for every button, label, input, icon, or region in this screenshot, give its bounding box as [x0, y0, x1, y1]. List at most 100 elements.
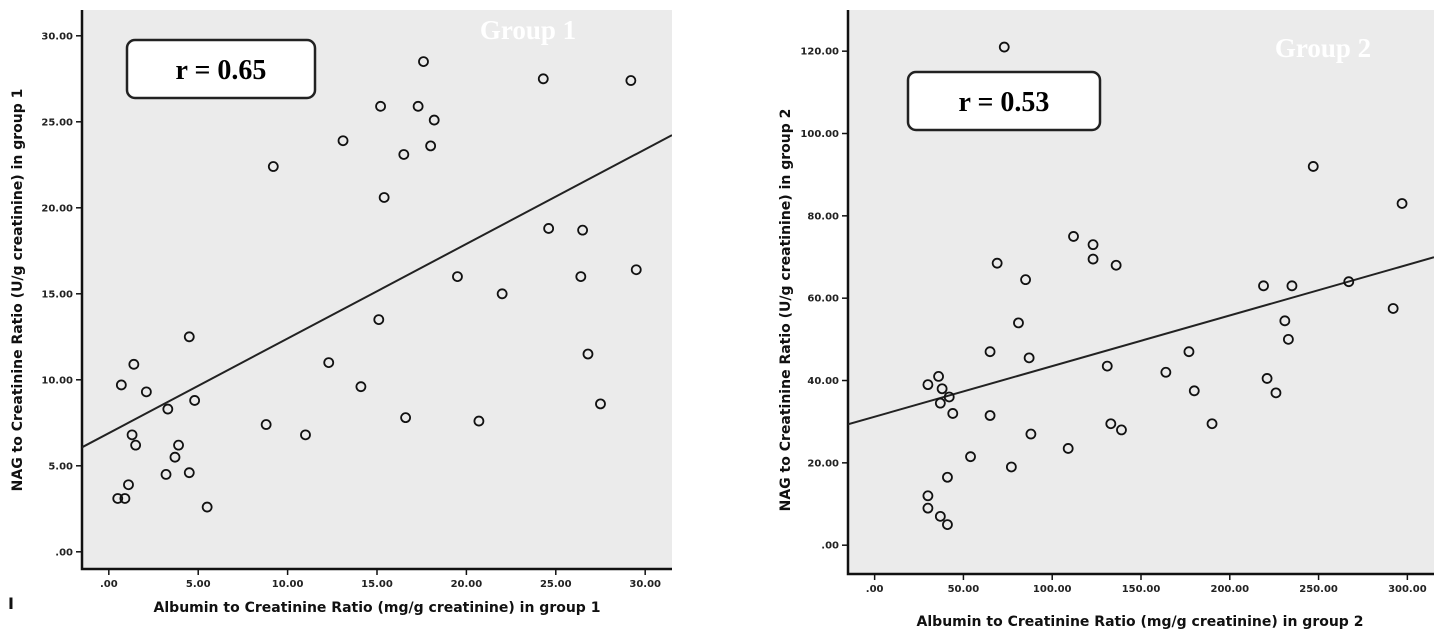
- x-tick-label: 25.00: [540, 579, 572, 590]
- data-point: [922, 490, 934, 502]
- y-tick-label: 20.00: [41, 203, 73, 214]
- data-point: [373, 314, 385, 326]
- y-tick-label: 30.00: [41, 31, 73, 42]
- data-point: [398, 149, 410, 160]
- data-point: [625, 75, 637, 86]
- y-tick-label: .00: [55, 547, 73, 558]
- data-point: [183, 331, 195, 343]
- data-point: [537, 73, 549, 85]
- x-axis-label: Albumin to Creatinine Ratio (mg/g creati…: [154, 600, 601, 616]
- data-point: [934, 510, 946, 522]
- data-point: [984, 346, 996, 358]
- data-point: [1206, 418, 1218, 430]
- x-tick-label: 200.00: [1210, 584, 1249, 595]
- data-point: [1183, 346, 1195, 358]
- data-point: [577, 224, 589, 236]
- y-tick-label: 120.00: [800, 47, 839, 58]
- data-point: [1307, 161, 1319, 172]
- x-tick-label: 150.00: [1122, 584, 1161, 595]
- correlation-box: [906, 70, 1102, 132]
- data-point: [1068, 231, 1079, 242]
- data-point: [162, 403, 174, 415]
- data-point: [1062, 443, 1074, 454]
- data-point: [1087, 253, 1099, 265]
- y-tick-label: 80.00: [807, 211, 839, 222]
- correlation-label: r = 0.53: [959, 87, 1050, 118]
- data-point: [991, 257, 1003, 269]
- data-point: [126, 429, 138, 441]
- x-tick-label: 250.00: [1299, 584, 1338, 595]
- data-point: [323, 357, 335, 369]
- data-point: [1282, 333, 1294, 345]
- data-point: [1343, 276, 1355, 288]
- footer-mark: I: [8, 594, 14, 613]
- data-point: [260, 419, 272, 430]
- data-point: [496, 288, 508, 300]
- data-point: [267, 161, 279, 172]
- data-point: [1020, 274, 1031, 286]
- group-label: Group 1: [480, 15, 576, 45]
- data-point: [630, 264, 642, 276]
- data-point: [1023, 352, 1035, 364]
- data-point: [1261, 373, 1273, 384]
- y-tick-label: 60.00: [807, 294, 839, 305]
- data-point: [1105, 418, 1117, 430]
- data-point: [378, 192, 390, 203]
- data-point: [412, 100, 424, 112]
- data-point: [575, 271, 587, 283]
- data-point: [1110, 259, 1122, 271]
- data-point: [337, 135, 349, 147]
- data-point: [160, 468, 172, 480]
- axis-lines: [80, 10, 672, 571]
- data-point: [595, 398, 606, 410]
- data-point: [1270, 387, 1282, 399]
- group-label: Group 2: [1275, 33, 1371, 63]
- data-point: [1286, 280, 1298, 292]
- data-point: [115, 379, 127, 391]
- correlation-label: r = 0.65: [176, 55, 267, 86]
- data-point: [1188, 385, 1200, 397]
- y-tick-label: 15.00: [41, 289, 73, 300]
- data-point: [984, 410, 996, 421]
- data-point: [947, 408, 959, 419]
- y-axis-label: NAG to Creatinine Ratio (U/g creatinine)…: [778, 109, 794, 512]
- data-point: [173, 439, 184, 451]
- x-tick-label: .00: [100, 579, 118, 590]
- data-point: [1396, 198, 1408, 209]
- data-point: [1387, 303, 1399, 314]
- data-point: [1116, 424, 1127, 436]
- data-point: [582, 348, 594, 360]
- y-tick-label: 10.00: [41, 375, 73, 386]
- data-point: [425, 140, 437, 152]
- data-point: [375, 100, 386, 112]
- data-point: [189, 395, 201, 406]
- data-point: [543, 223, 555, 234]
- data-point: [965, 451, 976, 463]
- data-point: [1087, 239, 1099, 251]
- data-point: [130, 439, 142, 451]
- y-tick-label: 5.00: [48, 461, 73, 472]
- y-tick-label: 40.00: [807, 376, 839, 387]
- data-point: [112, 493, 124, 504]
- y-tick-label: 25.00: [41, 117, 73, 128]
- x-tick-label: 50.00: [948, 584, 980, 595]
- data-point: [183, 467, 195, 479]
- data-point: [300, 429, 311, 441]
- data-point: [128, 358, 140, 370]
- x-axis-label: Albumin to Creatinine Ratio (mg/g creati…: [917, 614, 1364, 630]
- data-point: [140, 386, 152, 398]
- x-tick-label: 15.00: [361, 579, 393, 590]
- x-tick-label: 100.00: [1033, 584, 1072, 595]
- data-point: [943, 391, 955, 403]
- data-point: [355, 381, 367, 393]
- y-tick-label: .00: [821, 541, 839, 552]
- data-point: [123, 479, 134, 491]
- x-tick-label: 20.00: [451, 579, 483, 590]
- data-point: [418, 56, 429, 67]
- x-tick-label: .00: [866, 584, 884, 595]
- data-point: [473, 415, 485, 427]
- scatter-panel-group-2: .00 50.00 100.00 150.00 200.00 250.00 300.00 .0…: [778, 10, 1434, 630]
- y-tick-label: 100.00: [800, 129, 839, 140]
- y-tick-label: 20.00: [807, 458, 839, 469]
